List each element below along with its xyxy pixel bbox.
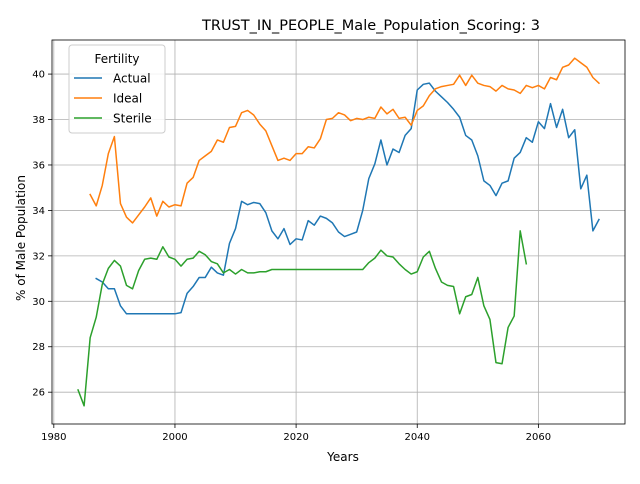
y-tick-label: 40 [32,70,45,81]
series-lines [77,57,601,407]
chart-title: TRUST_IN_PEOPLE_Male_Population_Scoring:… [201,18,540,34]
y-tick-label: 34 [32,206,45,217]
x-tick-label: 2000 [162,432,187,443]
y-tick-label: 38 [32,115,45,126]
x-tick-label: 2060 [526,432,551,443]
legend-label-sterile: Sterile [113,112,152,126]
y-tick-label: 36 [32,160,45,171]
y-axis-ticks: 26 28 30 32 34 36 38 40 [32,70,52,399]
legend: Fertility Actual Ideal Sterile [68,44,166,134]
y-tick-label: 32 [32,251,45,262]
series-line-ideal [89,57,601,224]
legend-title: Fertility [94,52,139,66]
x-tick-label: 1980 [41,432,66,443]
x-axis-ticks: 1980 2000 2020 2040 2060 [41,424,551,443]
grid [52,40,625,424]
y-axis-label: % of Male Population [14,175,28,301]
legend-label-ideal: Ideal [113,92,142,106]
y-tick-label: 26 [32,388,45,399]
y-tick-label: 30 [32,297,45,308]
legend-label-actual: Actual [113,72,151,86]
legend-items: Actual Ideal Sterile [74,72,152,126]
x-tick-label: 2020 [283,432,308,443]
plot-frame [51,39,626,425]
x-tick-label: 2040 [405,432,430,443]
x-axis-label: Years [326,450,359,464]
y-tick-label: 28 [32,342,45,353]
series-line-actual [95,82,600,315]
series-line-sterile [77,230,528,407]
legend-box [68,44,166,134]
